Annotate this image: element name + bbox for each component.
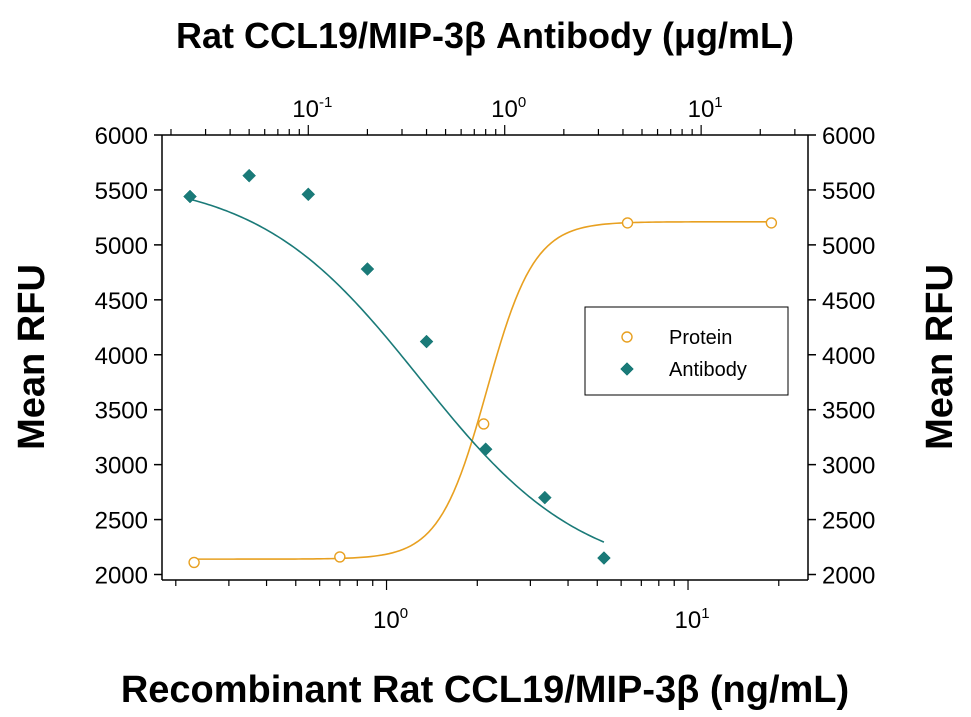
y-tick-label-right: 3500 <box>822 398 875 425</box>
y-tick-label-right: 5500 <box>822 178 875 205</box>
axes: 2000 2000 2500 2500 3000 3000 3500 3500 4000 4000… <box>95 94 876 634</box>
protein-point <box>477 418 490 430</box>
y-tick-label-right: 3000 <box>822 453 875 480</box>
y-tick-label-right: 4000 <box>822 343 875 370</box>
y-tick-label-right: 2000 <box>822 563 875 590</box>
y-tick-label-left: 5000 <box>95 233 148 260</box>
antibody-point <box>537 490 552 505</box>
antibody-point <box>242 168 257 183</box>
y-axis-title-right: Mean RFU <box>919 264 961 450</box>
x-tick-label-top: 101 <box>688 94 723 123</box>
protein-point <box>765 217 778 229</box>
legend-protein-label: Protein <box>669 327 732 349</box>
antibody-point <box>597 551 611 565</box>
x-tick-label-top: 10-1 <box>292 94 332 123</box>
y-tick-label-left: 3000 <box>95 453 148 480</box>
antibody-point <box>183 189 197 204</box>
fit-curves <box>189 198 772 560</box>
y-tick-label-left: 3500 <box>95 398 148 425</box>
antibody-fit-curve <box>189 198 605 543</box>
legend-antibody-marker <box>620 362 634 376</box>
legend-protein-marker <box>621 331 633 343</box>
y-tick-label-right: 4500 <box>822 288 875 315</box>
antibody-point <box>478 442 493 457</box>
x-tick-label-bottom: 100 <box>373 605 408 634</box>
antibody-point <box>360 262 375 276</box>
legend-box <box>584 306 789 396</box>
x-axis-title: Recombinant Rat CCL19/MIP-3β (ng/mL) <box>121 669 849 711</box>
protein-point <box>621 217 634 229</box>
protein-fit-curve <box>194 221 772 560</box>
y-tick-label-right: 6000 <box>822 123 875 150</box>
y-tick-label-right: 2500 <box>822 508 875 535</box>
x-tick-label-top: 100 <box>491 94 526 123</box>
chart-title: Rat CCL19/MIP-3β Antibody (μg/mL) <box>176 15 794 56</box>
data-points <box>183 168 778 569</box>
y-tick-label-left: 5500 <box>95 178 148 205</box>
protein-point <box>188 556 200 569</box>
y-tick-label-left: 2000 <box>95 563 148 590</box>
y-tick-label-right: 5000 <box>822 233 875 260</box>
legend: Protein Antibody <box>584 306 789 396</box>
y-axis-title-left: Mean RFU <box>11 264 53 450</box>
y-tick-label-left: 2500 <box>95 508 148 535</box>
protein-point <box>334 551 346 563</box>
y-tick-label-left: 4500 <box>95 288 148 315</box>
y-tick-label-left: 6000 <box>95 123 148 150</box>
x-tick-label-bottom: 101 <box>675 605 710 634</box>
legend-antibody-label: Antibody <box>669 359 747 381</box>
antibody-point <box>419 334 434 349</box>
antibody-point <box>301 187 316 202</box>
y-tick-label-left: 4000 <box>95 343 148 370</box>
